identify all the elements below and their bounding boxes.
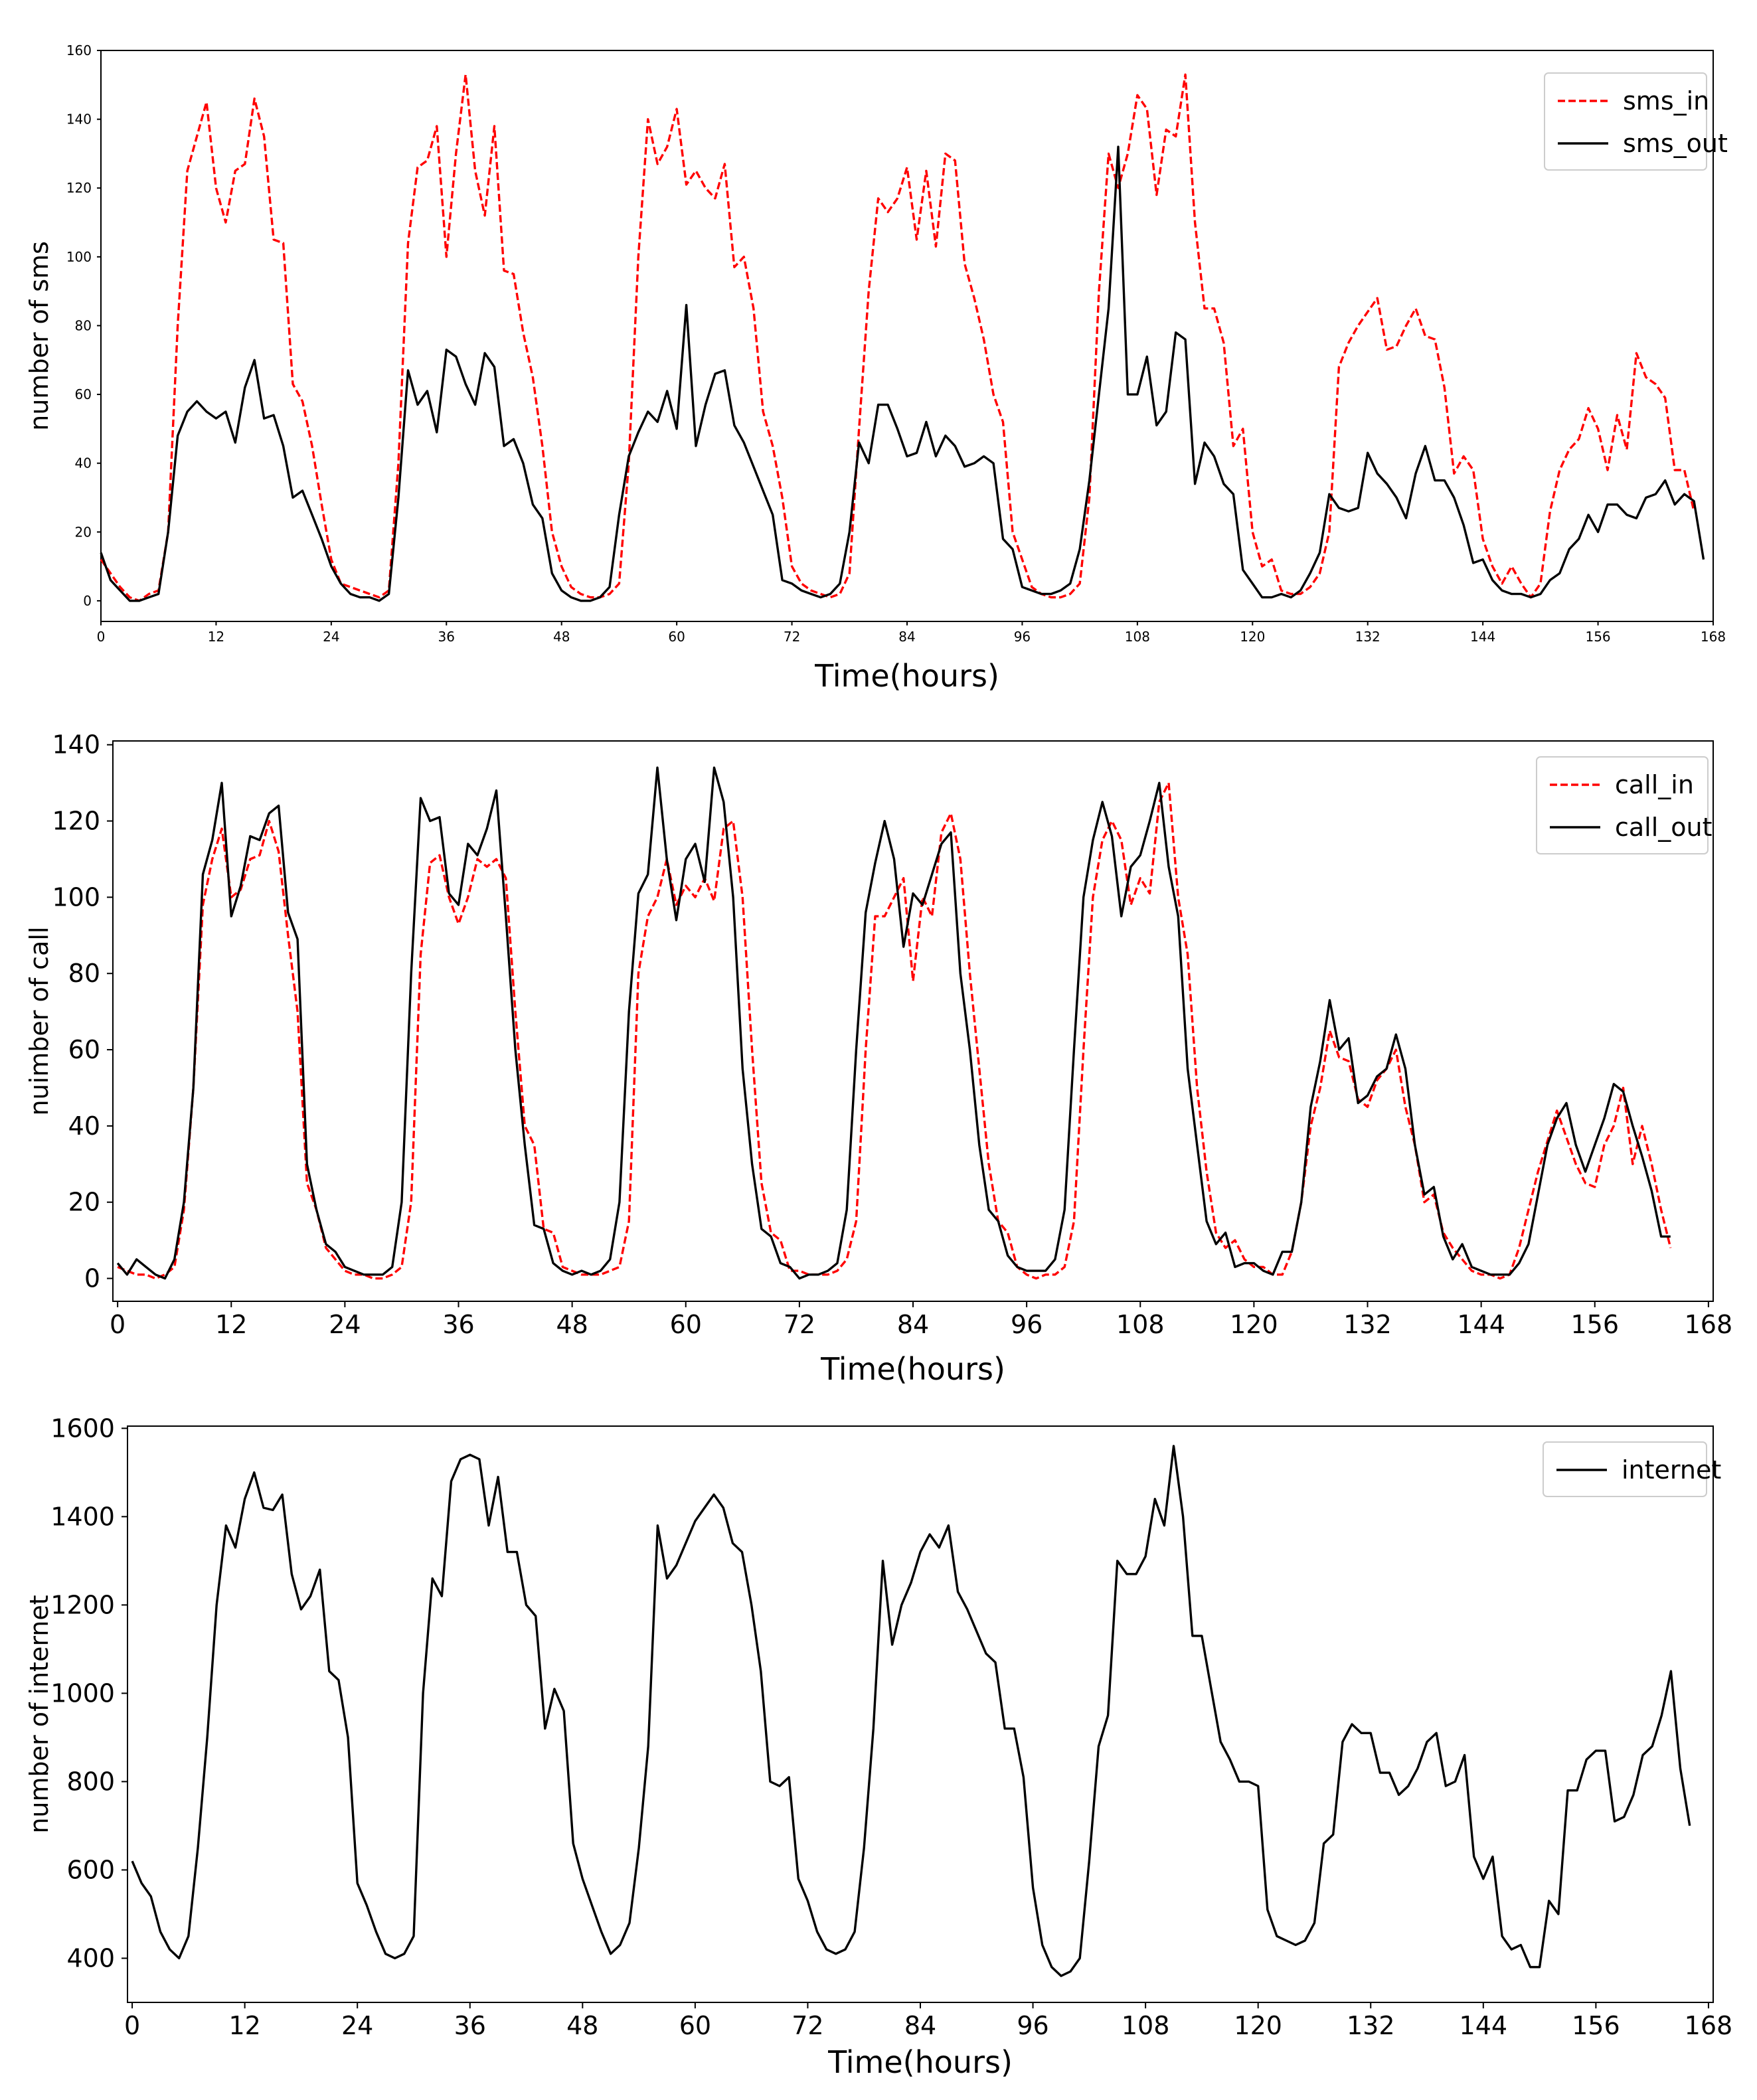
x-tick-label: 96 xyxy=(1014,629,1031,645)
x-tick-label: 12 xyxy=(228,2011,260,2040)
x-tick-label: 108 xyxy=(1116,1310,1165,1339)
series-line-internet xyxy=(131,1445,1691,1977)
legend-label-sms_out: sms_out xyxy=(1623,129,1728,158)
x-tick-label: 72 xyxy=(784,629,800,645)
series-line-call_out xyxy=(116,766,1671,1280)
legend-label-internet: internet xyxy=(1622,1455,1721,1485)
y-tick-label: 160 xyxy=(66,42,92,58)
x-tick-label: 84 xyxy=(904,2011,936,2040)
internet-chart: 0 12 24 36 48 60 72 84 96 108 120 132 144 156 168 400 60… xyxy=(25,1413,1732,2080)
x-tick-label: 72 xyxy=(792,2011,823,2040)
y-tick-label: 800 xyxy=(66,1767,115,1796)
x-tick-label: 108 xyxy=(1125,629,1150,645)
y-tick-label: 120 xyxy=(66,180,92,196)
x-tick-label: 120 xyxy=(1230,1310,1278,1339)
y-tick-label: 80 xyxy=(68,959,100,988)
x-tick-label: 0 xyxy=(97,629,106,645)
y-tick-label: 40 xyxy=(68,1111,100,1141)
y-tick-label: 60 xyxy=(68,1035,100,1064)
legend-box xyxy=(1544,72,1707,171)
x-tick-label: 24 xyxy=(323,629,339,645)
legend-label-sms_in: sms_in xyxy=(1623,86,1709,116)
y-tick-label: 1400 xyxy=(50,1502,115,1531)
legend: sms_in sms_out xyxy=(1544,72,1728,171)
x-tick-label: 60 xyxy=(668,629,685,645)
y-axis-title: number of internet xyxy=(25,1595,54,1833)
series-line-sms_in xyxy=(100,73,1695,602)
y-axis-title: nuimber of call xyxy=(25,927,54,1116)
y-tick-label: 100 xyxy=(66,249,92,265)
x-tick-label: 0 xyxy=(124,2011,140,2040)
y-tick-label: 120 xyxy=(52,807,100,836)
x-axis-title: Time(hours) xyxy=(827,2044,1013,2080)
x-axis-title: Time(hours) xyxy=(820,1351,1005,1387)
y-axis-title: number of sms xyxy=(25,241,54,431)
legend: internet xyxy=(1543,1441,1721,1497)
x-tick-label: 96 xyxy=(1011,1310,1043,1339)
x-tick-label: 132 xyxy=(1355,629,1380,645)
x-tick-label: 84 xyxy=(898,629,915,645)
x-tick-label: 168 xyxy=(1701,629,1726,645)
y-tick-label: 1600 xyxy=(50,1413,115,1443)
x-tick-label: 36 xyxy=(442,1310,474,1339)
legend-box xyxy=(1543,1441,1707,1497)
x-tick-label: 156 xyxy=(1570,1310,1619,1339)
x-tick-label: 60 xyxy=(679,2011,711,2040)
legend-box xyxy=(1536,756,1709,854)
legend: call_in call_out xyxy=(1536,756,1713,854)
series-line-sms_out xyxy=(100,145,1705,602)
x-tick-label: 12 xyxy=(208,629,224,645)
x-tick-label: 36 xyxy=(454,2011,486,2040)
x-tick-label: 156 xyxy=(1585,629,1610,645)
x-tick-label: 168 xyxy=(1685,2011,1733,2040)
x-tick-label: 132 xyxy=(1347,2011,1395,2040)
y-tick-label: 0 xyxy=(84,1264,100,1293)
x-tick-label: 24 xyxy=(329,1310,361,1339)
x-tick-label: 96 xyxy=(1017,2011,1048,2040)
x-tick-label: 144 xyxy=(1470,629,1495,645)
y-tick-label: 140 xyxy=(52,730,100,760)
y-tick-label: 80 xyxy=(75,317,92,333)
x-tick-label: 48 xyxy=(566,2011,598,2040)
y-tick-label: 100 xyxy=(52,882,100,912)
y-tick-label: 400 xyxy=(66,1943,115,1973)
sms-chart: 0 12 24 36 48 60 72 84 96 108 120 132 144 156 168 0 20 40… xyxy=(25,42,1728,694)
x-tick-label: 120 xyxy=(1240,629,1265,645)
x-tick-label: 120 xyxy=(1234,2011,1282,2040)
x-tick-label: 60 xyxy=(670,1310,702,1339)
y-tick-label: 60 xyxy=(75,386,92,402)
y-tick-label: 20 xyxy=(75,524,92,540)
x-tick-label: 24 xyxy=(341,2011,373,2040)
x-tick-label: 156 xyxy=(1572,2011,1620,2040)
x-tick-label: 144 xyxy=(1460,2011,1508,2040)
x-tick-label: 144 xyxy=(1457,1310,1505,1339)
series-line-call_in xyxy=(117,781,1672,1280)
x-tick-label: 48 xyxy=(556,1310,588,1339)
y-tick-label: 1000 xyxy=(50,1678,115,1708)
x-tick-label: 168 xyxy=(1685,1310,1733,1339)
y-tick-label: 140 xyxy=(66,112,92,127)
legend-label-call_out: call_out xyxy=(1615,813,1713,842)
y-tick-label: 40 xyxy=(75,455,92,471)
x-tick-label: 108 xyxy=(1122,2011,1170,2040)
x-tick-label: 0 xyxy=(110,1310,126,1339)
x-axis-title: Time(hours) xyxy=(814,658,999,694)
legend-label-call_in: call_in xyxy=(1615,770,1694,799)
x-tick-label: 72 xyxy=(784,1310,815,1339)
x-tick-label: 36 xyxy=(438,629,455,645)
y-tick-label: 20 xyxy=(68,1188,100,1217)
x-tick-label: 12 xyxy=(215,1310,247,1339)
y-tick-label: 0 xyxy=(83,593,92,609)
y-tick-label: 1200 xyxy=(50,1590,115,1619)
x-tick-label: 132 xyxy=(1343,1310,1392,1339)
x-tick-label: 48 xyxy=(553,629,570,645)
call-chart: 0 12 24 36 48 60 72 84 96 108 120 132 144 156 168 0 20 40… xyxy=(25,730,1732,1387)
x-tick-label: 84 xyxy=(897,1310,929,1339)
y-tick-label: 600 xyxy=(66,1855,115,1884)
